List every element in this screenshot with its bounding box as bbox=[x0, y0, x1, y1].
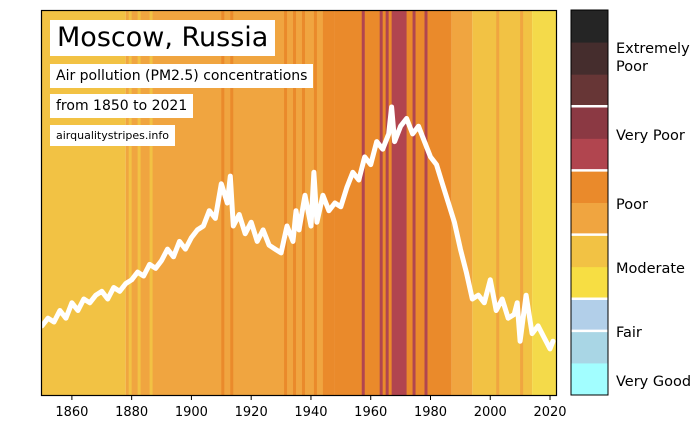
x-tick-label-1880: 1880 bbox=[115, 405, 149, 420]
stripe-16 bbox=[391, 11, 407, 395]
colorbar-segment-5 bbox=[571, 202, 608, 236]
stripe-17 bbox=[412, 11, 416, 395]
stripe-22 bbox=[520, 11, 524, 395]
chart-title: Moscow, Russia bbox=[50, 20, 276, 56]
stripe-2 bbox=[128, 11, 132, 395]
colorbar-frame bbox=[570, 9, 609, 396]
colorbar-label-moderate: Moderate bbox=[616, 261, 685, 277]
colorbar-segment-4 bbox=[571, 234, 608, 268]
colorbar-segment-1 bbox=[571, 330, 608, 364]
x-tick-label-1920: 1920 bbox=[234, 405, 268, 420]
stripe-8 bbox=[293, 11, 297, 395]
x-axis bbox=[71, 395, 551, 400]
stripe-14 bbox=[379, 11, 383, 395]
line-layer bbox=[39, 104, 556, 352]
colorbar-segment-2 bbox=[571, 298, 608, 332]
stripe-18 bbox=[424, 11, 428, 395]
chart-subtitle-line-2: from 1850 to 2021 bbox=[50, 94, 194, 118]
x-tick-label-2020: 2020 bbox=[533, 405, 567, 420]
colorbar-label-extremely-poor: Extremely Poor bbox=[616, 41, 690, 76]
colorbar-label-very-poor: Very Poor bbox=[616, 128, 685, 144]
series-line-0 bbox=[39, 104, 556, 352]
x-tick-label-1960: 1960 bbox=[354, 405, 388, 420]
colorbar-label-very-good: Very Good bbox=[616, 374, 692, 390]
colorbar-segment-7 bbox=[571, 138, 608, 171]
chart-subtitle-line-1: Air pollution (PM2.5) concentrations bbox=[50, 64, 314, 88]
colorbar-label-poor: Poor bbox=[616, 197, 648, 213]
colorbar-label-fair: Fair bbox=[616, 325, 642, 341]
x-tick-label-2000: 2000 bbox=[473, 405, 507, 420]
x-tick-label-1980: 1980 bbox=[413, 405, 448, 420]
colorbar-segment-10 bbox=[571, 42, 608, 75]
plot-frame bbox=[40, 9, 558, 397]
x-tick-label-1860: 1860 bbox=[55, 405, 89, 420]
x-tick-label-1900: 1900 bbox=[174, 405, 208, 420]
colorbar-segment-3 bbox=[571, 266, 608, 300]
stripe-13 bbox=[361, 11, 365, 395]
colorbar bbox=[570, 9, 609, 396]
x-tick-label-1940: 1940 bbox=[294, 405, 328, 420]
stripe-23 bbox=[532, 11, 556, 395]
colorbar-segment-11 bbox=[571, 10, 608, 43]
colorbar-segment-8 bbox=[571, 106, 608, 139]
stripe-7 bbox=[284, 11, 288, 395]
source-credit: airqualitystripes.info bbox=[50, 125, 175, 146]
stripe-19 bbox=[451, 11, 473, 395]
colorbar-segment-0 bbox=[571, 362, 608, 396]
stripe-5 bbox=[221, 11, 225, 395]
colorbar-segment-6 bbox=[571, 170, 608, 203]
stripe-15 bbox=[385, 11, 389, 395]
stripe-11 bbox=[322, 11, 335, 395]
stripe-3 bbox=[137, 11, 141, 395]
stripe-20 bbox=[472, 11, 533, 395]
stripe-21 bbox=[496, 11, 500, 395]
stripe-4 bbox=[149, 11, 153, 395]
colorbar-segment-9 bbox=[571, 74, 608, 107]
